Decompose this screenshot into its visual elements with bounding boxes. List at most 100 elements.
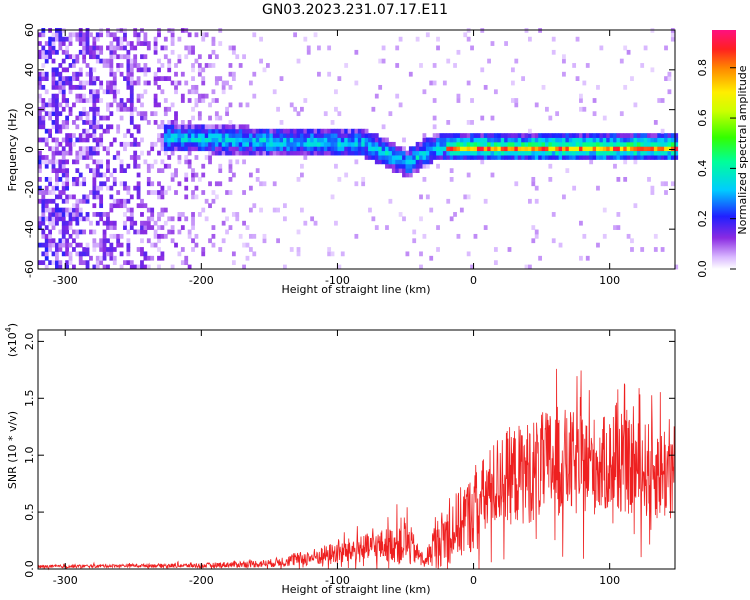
spectrogram-cell (283, 216, 287, 222)
spectrogram-cell (453, 146, 457, 152)
spectrogram-cell (109, 251, 114, 257)
spectrogram-cell (136, 203, 141, 209)
spectrogram-cell (340, 146, 345, 152)
spectrogram-cell (228, 45, 233, 51)
spectrogram-cell (177, 159, 182, 165)
spectrogram-cell (109, 247, 114, 252)
spectrogram-cell (92, 190, 97, 195)
spectrogram-cell (129, 194, 134, 200)
spectrogram-cell (163, 98, 168, 103)
spectrogram-cell (153, 80, 158, 86)
spectrogram-cell (269, 128, 274, 134)
spectrogram-cell (310, 137, 315, 143)
spectrogram-cell (92, 176, 97, 182)
spectrogram-cell (265, 63, 270, 68)
spectrogram-cell (208, 128, 212, 134)
spectrogram-cell (449, 155, 454, 160)
spectrogram-cell (95, 159, 100, 165)
spectrogram-cell (187, 229, 192, 235)
spectrogram-cell (65, 124, 70, 130)
spectrogram-cell (95, 89, 100, 95)
spectrogram-cell (48, 98, 53, 103)
spectrogram-cell (534, 229, 539, 235)
spectrogram-cell (184, 146, 189, 152)
spectrogram-cell (204, 146, 209, 152)
spectrogram-cell (119, 233, 124, 239)
spectrogram-cell (99, 163, 104, 169)
spectrogram-cell (75, 98, 80, 103)
spectrogram-cell (208, 54, 212, 60)
spectrogram-cell (72, 181, 76, 187)
spectrogram-cell (558, 150, 563, 156)
spectrogram-cell (184, 172, 189, 178)
spectrogram-cell (197, 212, 202, 217)
snr-y-tick-label: 2.0 (23, 333, 36, 351)
spectrogram-cell (626, 150, 631, 156)
spectrogram-cell (194, 172, 199, 178)
spectrogram-cell (68, 233, 73, 239)
spectrogram-cell (664, 190, 668, 195)
spectrogram-cell (109, 49, 114, 55)
spectrogram-cell (163, 190, 168, 195)
spectrogram-cell (378, 58, 383, 64)
spectrogram-cell (225, 124, 229, 130)
spectrogram-cell (133, 163, 138, 169)
spectrogram-cell (41, 242, 46, 248)
spectrogram-cell (95, 98, 100, 103)
spectrogram-cell (252, 146, 257, 152)
spectrogram-cell (109, 89, 114, 95)
spectrogram-cell (283, 264, 287, 270)
spectrogram-y-label: Frequency (Hz) (6, 109, 19, 192)
spectrogram-cell (623, 141, 628, 147)
spectrogram-cell (510, 67, 515, 73)
spectrogram-cell (112, 76, 117, 81)
spectrogram-cell (61, 137, 66, 143)
spectrogram-cell (640, 247, 645, 252)
spectrogram-cell (228, 168, 233, 173)
spectrogram-cell (72, 120, 76, 125)
spectrogram-cell (75, 233, 80, 239)
spectrogram-cell (194, 146, 199, 152)
spectrogram-cell (65, 115, 70, 121)
spectrogram-cell (548, 141, 553, 147)
spectrogram-cell (296, 229, 301, 235)
spectrogram-cell (82, 260, 87, 266)
spectrogram-cell (575, 141, 580, 147)
spectrogram-cell (129, 45, 134, 51)
spectrogram-cell (106, 45, 110, 51)
spectrogram-cell (429, 80, 434, 86)
spectrogram-cell (388, 111, 393, 117)
spectrogram-cell (585, 141, 590, 147)
spectrogram-cell (78, 93, 83, 99)
spectrogram-cell (211, 89, 216, 95)
spectrogram-cell (58, 111, 63, 117)
spectrogram-cell (55, 212, 59, 217)
spectrogram-cell (575, 137, 580, 143)
spectrogram-cell (55, 141, 59, 147)
spectrogram-cell (218, 124, 223, 130)
spectrogram-cell (235, 212, 240, 217)
spectrogram-cell (133, 63, 138, 68)
spectrogram-cell (68, 89, 73, 95)
spectrogram-cell (119, 63, 124, 68)
spectrogram-cell (228, 141, 233, 147)
spectrogram-cell (647, 141, 651, 147)
spectrogram-cell (463, 146, 468, 152)
spectrogram-cell (422, 141, 427, 147)
spectrogram-cell (293, 128, 298, 134)
spectrogram-cell (473, 155, 478, 160)
spectrogram-cell (599, 150, 604, 156)
spectrogram-cell (65, 225, 70, 230)
spectrogram-cell (483, 84, 488, 90)
spectrogram-cell (170, 146, 175, 152)
spectrogram-cell (92, 124, 97, 130)
spectrogram-cell (112, 260, 117, 266)
spectrogram-cell (238, 133, 243, 138)
spectrogram-cell (102, 63, 107, 68)
spectrogram-cell (510, 141, 515, 147)
spectrogram-cell (514, 58, 519, 64)
spectrogram-cell (41, 159, 46, 165)
spectrogram-cell (106, 84, 110, 90)
spectrogram-cell (211, 36, 216, 42)
spectrogram-cell (95, 163, 100, 169)
